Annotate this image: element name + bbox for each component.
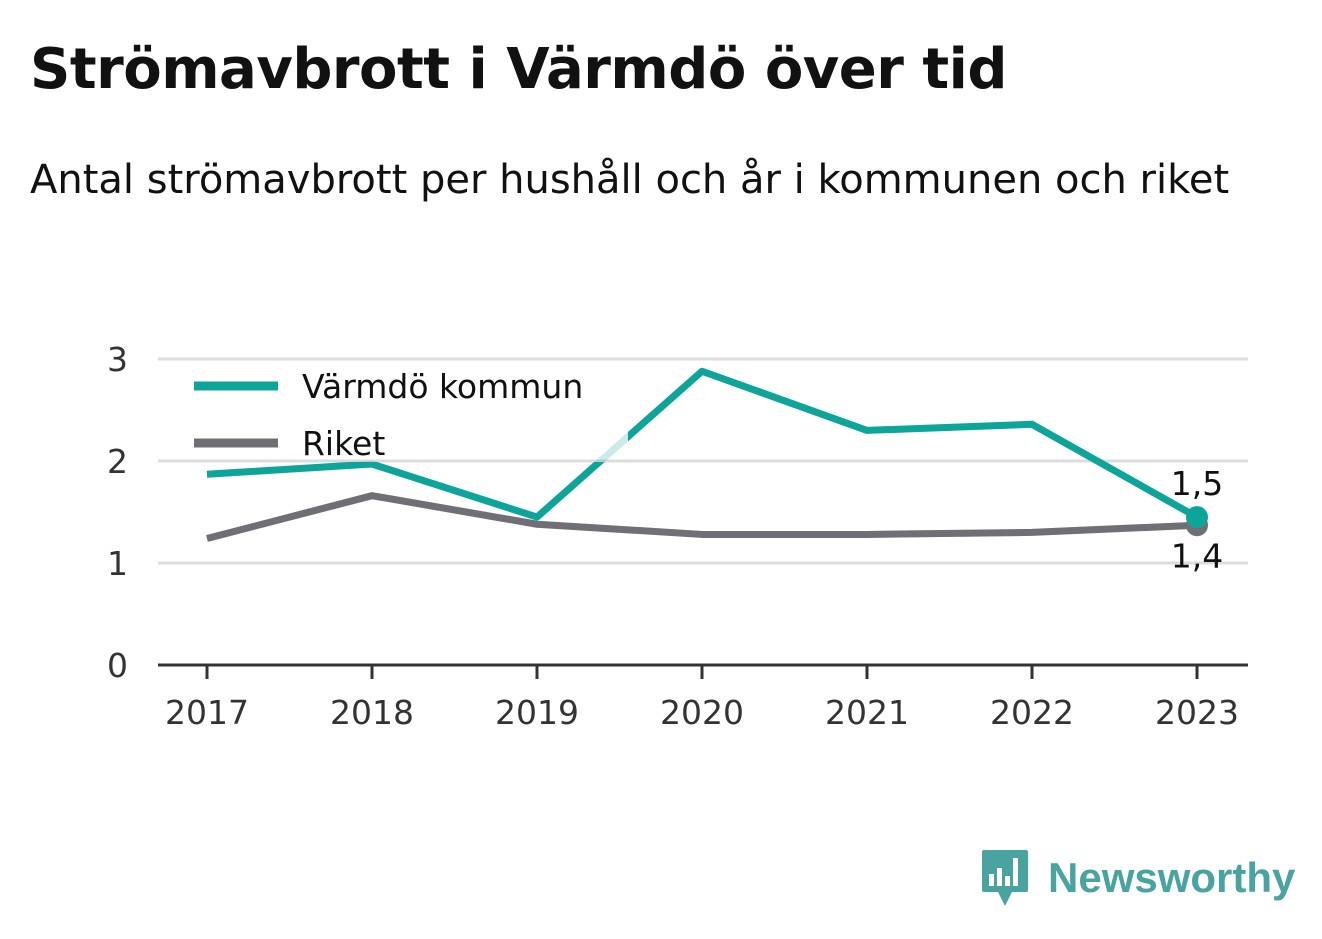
legend-label: Riket <box>302 424 385 463</box>
y-tick-label: 3 <box>107 340 128 379</box>
y-tick-label: 1 <box>107 544 128 583</box>
bar-chart-speech-bubble-icon <box>982 850 1028 906</box>
brand-name: Newsworthy <box>1048 854 1296 901</box>
series-line-1 <box>206 492 1198 542</box>
end-value-label: 1,4 <box>1171 536 1223 575</box>
end-point-0 <box>1186 506 1208 529</box>
x-axis <box>158 663 1248 679</box>
end-points <box>1186 506 1208 537</box>
line-chart: 0 1 2 3 2017 2018 2019 2020 2021 2022 2023 1,5 1,4 V… <box>107 340 1248 732</box>
series-line-0 <box>206 367 1199 521</box>
series-lines <box>206 367 1199 542</box>
end-value-label: 1,5 <box>1171 464 1223 503</box>
chart-title: Strömavbrott i Värmdö över tid <box>30 37 1007 102</box>
x-tick-label: 2017 <box>165 693 249 732</box>
legend-label: Värmdö kommun <box>302 367 583 406</box>
x-tick-label: 2020 <box>660 693 744 732</box>
legend: Värmdö kommun Riket <box>194 367 583 463</box>
y-tick-label: 0 <box>107 646 128 685</box>
gridlines <box>158 357 1248 565</box>
x-tick-label: 2022 <box>990 693 1074 732</box>
newsworthy-logo: Newsworthy <box>980 846 1295 910</box>
x-tick-label: 2019 <box>495 693 579 732</box>
x-tick-label: 2021 <box>825 693 909 732</box>
y-tick-label: 2 <box>107 442 128 481</box>
labels: 0 1 2 3 2017 2018 2019 2020 2021 2022 2023 1,5 1,4 <box>107 340 1239 732</box>
x-tick-label: 2023 <box>1155 693 1239 732</box>
chart-subtitle: Antal strömavbrott per hushåll och år i … <box>30 157 1230 203</box>
x-tick-label: 2018 <box>330 693 414 732</box>
